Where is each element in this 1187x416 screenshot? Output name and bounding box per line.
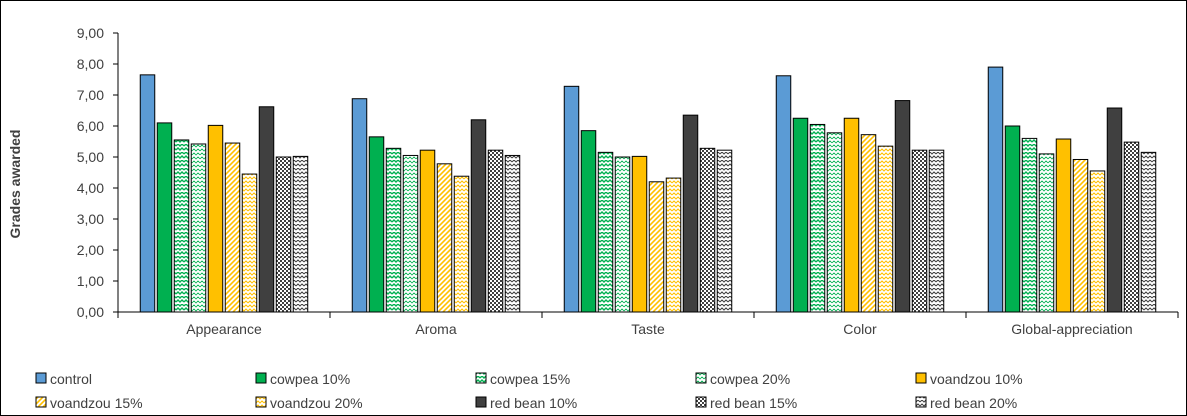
bar [292,155,309,313]
legend-label: cowpea 10% [270,371,350,387]
legend-label: voandzou 15% [50,395,143,411]
legend-label: cowpea 20% [710,371,790,387]
legend-swatch [475,372,487,384]
bar [665,177,682,313]
y-tick-label: 8,00 [77,56,104,72]
bar [597,151,614,313]
bar [504,154,521,313]
y-tick-label: 6,00 [77,118,104,134]
x-axis: Appearance Aroma Taste Color Global-apprecia… [117,311,1179,337]
bar [631,155,648,313]
legend-label: control [50,371,92,387]
bar [385,147,402,313]
legend-label: voandzou 20% [270,395,363,411]
bar [139,74,156,313]
x-tick-label: Global-appreciation [1011,321,1132,337]
y-tick-label: 7,00 [77,87,104,103]
bar [716,149,733,313]
bar [1038,153,1055,313]
legend-swatch [915,372,927,384]
bar [775,75,792,313]
bar [580,130,597,313]
bar [699,147,716,313]
bar [241,173,258,313]
bar [614,156,631,313]
y-tick-label: 5,00 [77,149,104,165]
legend-label: red bean 20% [930,395,1017,411]
bar [648,181,665,313]
legend-label: voandzou 10% [930,371,1023,387]
legend-swatch [475,396,487,408]
bar [563,85,580,313]
bar [809,123,826,313]
bar [1021,137,1038,313]
bar [1055,138,1072,313]
bar [156,122,173,313]
bar [894,100,911,313]
legend: control cowpea 10% cowpea 15% cowpea 20% voa… [35,371,1023,411]
bar [826,132,843,313]
bar [1089,170,1106,313]
bar [1123,141,1140,313]
bar [1004,125,1021,313]
y-tick-label: 2,00 [77,242,104,258]
bar [843,117,860,313]
bar [911,149,928,313]
bar [987,66,1004,313]
legend-swatch [915,396,927,408]
bar [792,117,809,313]
bar [224,142,241,313]
legend-swatch [695,396,707,408]
y-tick-label: 9,00 [77,25,104,41]
bar [190,143,207,313]
y-axis-label: Grades awarded [7,130,23,239]
bar [258,106,275,313]
bar [682,114,699,313]
bar [877,145,894,313]
legend-swatch [695,372,707,384]
legend-swatch [35,372,47,384]
y-tick-label: 4,00 [77,180,104,196]
bar [275,156,292,313]
bar [207,124,224,313]
y-tick-label: 1,00 [77,273,104,289]
bar [487,149,504,313]
legend-label: red bean 10% [490,395,577,411]
bar [436,163,453,313]
bar [928,149,945,313]
y-axis: 0,00 1,00 2,00 3,00 4,00 5,00 6,00 7,00 8,00 9,00 [77,25,119,320]
bars [139,66,1157,313]
bar [1106,107,1123,313]
x-tick-label: Appearance [186,321,262,337]
bar [1140,151,1157,313]
legend-label: cowpea 15% [490,371,570,387]
bar [470,119,487,313]
x-tick-label: Color [843,321,877,337]
x-tick-label: Aroma [415,321,456,337]
y-tick-label: 3,00 [77,211,104,227]
legend-label: red bean 15% [710,395,797,411]
bar [453,175,470,313]
x-tick-label: Taste [631,321,665,337]
bar [419,149,436,313]
y-tick-label: 0,00 [77,304,104,320]
bar [860,134,877,313]
legend-swatch [255,372,267,384]
bar [173,139,190,313]
bar [1072,158,1089,313]
bar [351,98,368,313]
legend-swatch [35,396,47,408]
bar [368,136,385,313]
legend-swatch [255,396,267,408]
bar [402,154,419,313]
